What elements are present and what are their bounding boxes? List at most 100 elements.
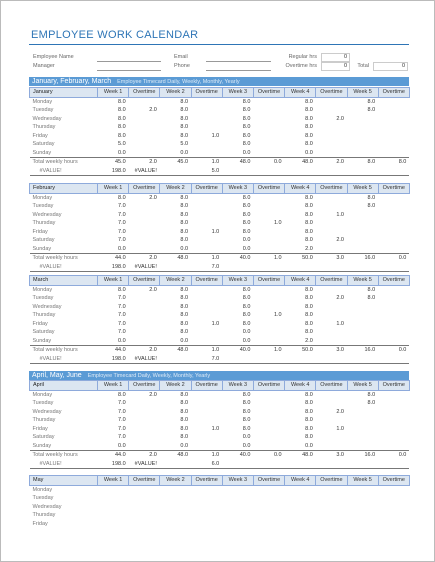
- cell: [378, 123, 409, 132]
- cell: 0.0: [242, 442, 251, 449]
- cell: 7.0: [118, 303, 126, 310]
- cell: [222, 503, 253, 512]
- data-row: Tuesday 7.0 8.0 8.0 8.0 8.0: [30, 202, 410, 211]
- field-value: 0: [321, 62, 350, 71]
- cell: [378, 166, 410, 176]
- cell: [316, 337, 347, 346]
- month-name: January: [29, 87, 98, 98]
- cell: [191, 236, 222, 245]
- cell: 8.0: [180, 115, 189, 122]
- cell: 2.0: [149, 391, 157, 398]
- cell: 8.0: [305, 107, 313, 113]
- cell: 8.0: [305, 329, 313, 335]
- cell: 198.0: [97, 262, 129, 272]
- cell: 8.0: [242, 286, 251, 293]
- banner-subtitle: Employee Timecard Daily, Weekly, Monthly…: [117, 79, 240, 85]
- cell: [284, 459, 316, 469]
- cell: 8.0: [180, 211, 189, 218]
- cell: 2.0: [305, 245, 313, 252]
- cell: 8.0: [242, 115, 251, 122]
- cell: 8.0: [242, 132, 251, 139]
- cell: 8.0: [305, 312, 313, 318]
- cell: 8.0: [180, 408, 189, 415]
- cell: 7.0: [118, 417, 126, 423]
- row-label: Thursday: [32, 417, 56, 423]
- title-rule: [29, 44, 409, 45]
- cell: 8.0: [118, 132, 126, 139]
- cell: 8.0: [305, 320, 313, 327]
- cell: [347, 166, 379, 176]
- column-header: Overtime: [128, 275, 161, 286]
- cell: [191, 442, 222, 451]
- cell: [347, 442, 378, 451]
- row-label: Thursday: [32, 220, 56, 226]
- cell: 8.0: [367, 391, 376, 398]
- cell: 5.0: [118, 141, 126, 147]
- cell: #VALUE!: [128, 459, 160, 469]
- cell: 0.0: [253, 157, 285, 167]
- cell: 7.0: [191, 354, 223, 364]
- cell: 48.0: [159, 253, 192, 263]
- column-header: Overtime: [377, 475, 410, 486]
- data-row: Total weekly hours 44.0 2.0 48.0 1.0 40.0 1.0 5…: [29, 345, 410, 355]
- cell: [159, 262, 192, 272]
- cell: [129, 97, 160, 106]
- cell: 0.0: [242, 337, 251, 344]
- cell: 8.0: [367, 400, 376, 406]
- cell: 1.0: [211, 132, 220, 139]
- title: EMPLOYEE WORK CALENDAR: [31, 29, 199, 41]
- cell: 1.0: [191, 253, 223, 263]
- cell: 198.0: [97, 354, 129, 364]
- cell: 8.0: [305, 237, 313, 243]
- cell: 45.0: [97, 157, 129, 167]
- cell: [253, 433, 284, 442]
- cell: 0.0: [253, 450, 285, 460]
- month-name: February: [29, 183, 98, 194]
- cell: [98, 520, 129, 529]
- cell: 0.0: [378, 450, 410, 460]
- cell: 6.0: [191, 459, 223, 469]
- cell: [347, 337, 378, 346]
- cell: [347, 311, 378, 320]
- row-label: Friday: [32, 320, 48, 327]
- cell: 8.0: [180, 124, 189, 130]
- cell: [347, 328, 378, 337]
- field-label: Total: [357, 63, 369, 69]
- cell: [347, 149, 378, 158]
- cell: [347, 245, 378, 254]
- data-row: Monday 8.0 8.0 8.0 8.0 8.0: [30, 97, 410, 106]
- cell: 8.0: [305, 391, 313, 398]
- cell: 1.0: [191, 157, 223, 167]
- field-label: Phone: [174, 63, 190, 69]
- column-header: Overtime: [128, 183, 161, 194]
- cell: 0.0: [118, 442, 126, 449]
- data-row: Monday 8.0 2.0 8.0 8.0 8.0 8.0: [30, 193, 410, 202]
- cell: [347, 236, 378, 245]
- cell: 1.0: [273, 312, 282, 318]
- field-label: Manager: [33, 63, 55, 69]
- cell: [285, 503, 316, 512]
- column-header: Week 1: [96, 87, 130, 98]
- row-label: Wednesday: [32, 115, 62, 122]
- cell: [222, 511, 253, 520]
- cell: [378, 132, 409, 141]
- cell: [378, 494, 409, 503]
- row-label: #VALUE!: [29, 262, 98, 272]
- cell: 8.0: [180, 203, 189, 209]
- row-label: Saturday: [32, 141, 55, 147]
- field-input: [97, 54, 161, 62]
- cell: 1.0: [211, 425, 220, 432]
- cell: #VALUE!: [128, 262, 160, 272]
- cell: [253, 399, 284, 408]
- cell: [316, 494, 347, 503]
- cell: [98, 503, 129, 512]
- data-row: Total weekly hours 44.0 2.0 48.0 1.0 40.0 1.0 5…: [29, 253, 410, 263]
- row-label: Wednesday: [32, 408, 62, 415]
- cell: [315, 166, 347, 176]
- cell: 8.0: [242, 124, 251, 130]
- column-header: Week 4: [284, 275, 317, 286]
- cell: 5.0: [191, 166, 223, 176]
- cell: [316, 433, 347, 442]
